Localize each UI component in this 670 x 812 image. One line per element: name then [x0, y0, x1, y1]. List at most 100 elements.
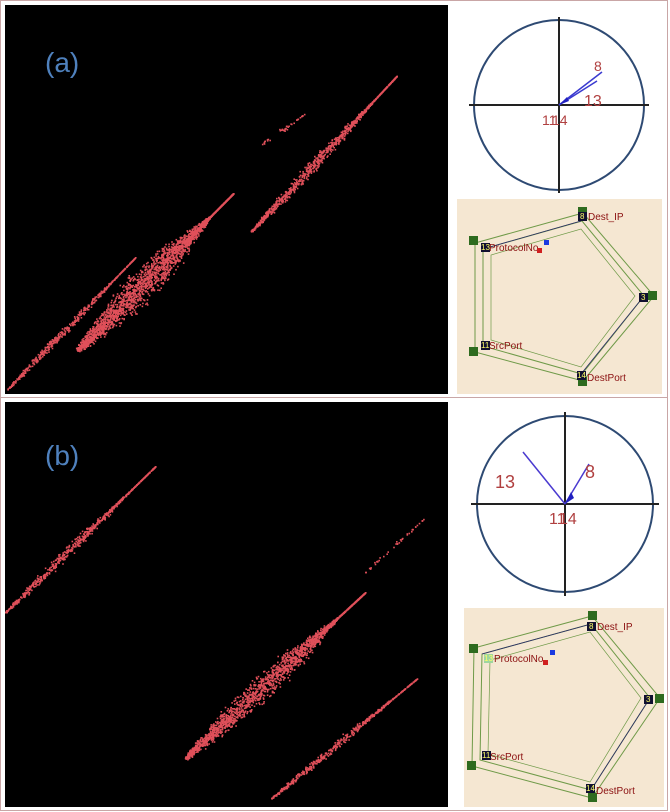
scatter-point [10, 606, 13, 608]
scatter-point [275, 204, 278, 207]
pentagon-diagram-a: 8 Dest_IP 3 14 DestPort 11 SrcPort 13 Pr… [469, 207, 657, 386]
scatter-point [47, 345, 50, 348]
scatter-point [28, 594, 30, 596]
scatter-point [284, 196, 287, 198]
scatter-point [222, 204, 224, 206]
scatter-point [18, 598, 21, 601]
scatter-point [114, 303, 117, 306]
scatter-point [149, 285, 152, 288]
scatter-point [110, 316, 113, 318]
scatter-point [171, 262, 173, 264]
scatter-point [280, 193, 283, 196]
scatter-point [105, 331, 108, 334]
scatter-point [41, 353, 44, 356]
scatter-point [172, 265, 175, 267]
scatter-point [123, 293, 125, 296]
scatter-point [103, 289, 106, 292]
scatter-point [272, 210, 274, 212]
scatter-point [118, 310, 121, 313]
scatter-point [292, 189, 295, 192]
scatter-point [214, 731, 216, 734]
scatter-point [263, 219, 266, 221]
scatter-point [271, 677, 273, 680]
scatter-point [166, 279, 169, 281]
scatter-point [86, 340, 88, 342]
scatter-point [112, 318, 114, 320]
scatter-point [93, 333, 96, 336]
scatter-point [15, 380, 17, 383]
scatter-point [80, 341, 83, 343]
scatter-point [89, 328, 92, 330]
scatter-point [285, 199, 287, 201]
scatter-point [54, 563, 57, 565]
scatter-point [118, 294, 121, 297]
radial-view-a: 8 13 11 14 [457, 9, 662, 194]
scatter-point [189, 754, 191, 757]
scatter-point [132, 304, 135, 307]
scatter-point [128, 299, 131, 301]
scatter-point [23, 372, 25, 375]
scatter-point [166, 251, 169, 254]
node-number: 3 [641, 293, 646, 302]
scatter-point [38, 356, 40, 358]
scatter-point [144, 476, 146, 478]
scatter-point [86, 332, 88, 335]
scatter-point [302, 183, 304, 185]
scatter-point [258, 699, 260, 701]
scatter-point [91, 525, 93, 527]
scatter-point [335, 138, 338, 141]
scatter-point [243, 704, 246, 707]
scatter-point [28, 364, 31, 366]
scatter-point [146, 304, 149, 306]
scatter-point [155, 271, 157, 274]
scatter-point [360, 112, 362, 115]
scatter-point [76, 319, 79, 321]
scatter-point [126, 281, 129, 284]
scatter-point [156, 264, 159, 267]
scatter-point [48, 572, 51, 574]
scatter-point [78, 540, 80, 542]
scatter-point [200, 230, 202, 232]
scatter-point [100, 520, 103, 522]
scatter-point [251, 230, 254, 232]
scatter-point [166, 272, 169, 274]
scatter-point [293, 191, 296, 194]
scatter-point [152, 289, 154, 291]
scatter-point [92, 302, 95, 304]
scatter-point [144, 280, 146, 282]
scatter-point [338, 141, 340, 144]
scatter-point [78, 314, 81, 316]
scatter-point [221, 728, 224, 731]
scatter-point [12, 606, 15, 608]
scatter-point [173, 257, 176, 259]
scatter-point [109, 319, 112, 321]
scatter-point [160, 278, 163, 280]
scatter-point [175, 244, 178, 246]
scatter-point [122, 286, 124, 288]
scatter-point [133, 487, 135, 489]
scatter-point [36, 360, 38, 363]
scatter-point [91, 300, 93, 303]
scatter-point [64, 327, 66, 329]
scatter-point [116, 311, 118, 313]
scatter-point [127, 293, 130, 296]
scatter-point [85, 535, 87, 537]
scatter-point [123, 318, 125, 321]
scatter-point [147, 293, 150, 295]
scatter-point [119, 501, 122, 504]
scatter-point [167, 254, 169, 257]
scatter-point [118, 318, 121, 320]
scatter-point [164, 271, 167, 273]
scatter-point [117, 314, 119, 316]
scatter-point [340, 131, 343, 134]
scatter-point [124, 267, 127, 270]
scatter-point [298, 656, 301, 658]
scatter-point [136, 295, 138, 298]
scatter-point [164, 260, 167, 263]
scatter-point [52, 567, 55, 570]
scatter-point [23, 375, 26, 377]
scatter-point [61, 331, 63, 333]
scatter-point [163, 271, 165, 274]
scatter-point [183, 239, 185, 241]
scatter-point [203, 226, 206, 228]
